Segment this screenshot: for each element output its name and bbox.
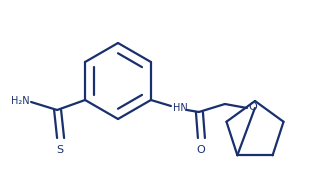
Text: O: O <box>248 102 257 112</box>
Text: H₂N: H₂N <box>12 96 30 106</box>
Text: S: S <box>57 145 64 155</box>
Text: O: O <box>197 145 205 155</box>
Text: HN: HN <box>173 103 188 113</box>
